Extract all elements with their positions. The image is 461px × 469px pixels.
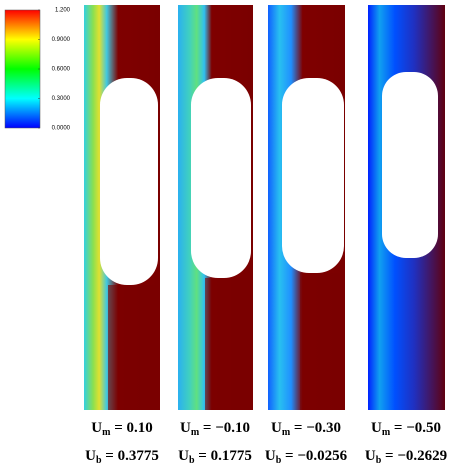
- value: −0.50: [406, 420, 441, 436]
- equals: =: [290, 420, 306, 436]
- tick-label: 0.0000: [52, 126, 71, 132]
- symbol: U: [371, 420, 382, 436]
- symbol: U: [365, 448, 376, 464]
- value: −0.30: [306, 420, 341, 436]
- subscript: b: [189, 455, 195, 466]
- subscript: m: [382, 427, 391, 438]
- equals: =: [195, 448, 211, 464]
- symbol: U: [180, 420, 191, 436]
- subscript: b: [376, 455, 382, 466]
- panel-label: Ub = −0.0256: [265, 448, 348, 466]
- value: −0.2629: [397, 448, 447, 464]
- panel: [84, 5, 160, 410]
- panel: [268, 5, 345, 410]
- panel-label: Um = −0.50: [371, 420, 441, 438]
- symbol: U: [178, 448, 189, 464]
- value: 0.1775: [211, 448, 252, 464]
- equals: =: [199, 420, 215, 436]
- panel: [368, 5, 445, 410]
- equals: =: [102, 448, 118, 464]
- symbol: U: [265, 448, 276, 464]
- panel-label: Um = −0.10: [180, 420, 250, 438]
- panel-label: Ub = 0.3775: [85, 448, 159, 466]
- value: −0.10: [215, 420, 250, 436]
- panel: [178, 5, 253, 410]
- tick-label: 0.6000: [52, 67, 71, 73]
- tick-label: 1.200: [55, 8, 71, 14]
- equals: =: [281, 448, 297, 464]
- subscript: m: [191, 427, 200, 438]
- equals: =: [390, 420, 406, 436]
- tick-label: 0.3000: [52, 96, 71, 102]
- subscript: m: [282, 427, 291, 438]
- symbol: U: [85, 448, 96, 464]
- equals: =: [381, 448, 397, 464]
- subscript: b: [96, 455, 102, 466]
- colorbar: [4, 9, 41, 129]
- value: 0.3775: [118, 448, 159, 464]
- subscript: m: [102, 427, 111, 438]
- symbol: U: [271, 420, 282, 436]
- value: −0.0256: [297, 448, 347, 464]
- panel-label: Um = 0.10: [91, 420, 153, 438]
- value: 0.10: [127, 420, 153, 436]
- panel-label: Ub = 0.1775: [178, 448, 252, 466]
- tick-label: 0.9000: [52, 37, 71, 43]
- panel-label: Um = −0.30: [271, 420, 341, 438]
- equals: =: [110, 420, 126, 436]
- panel-label: Ub = −0.2629: [365, 448, 447, 466]
- subscript: b: [276, 455, 282, 466]
- symbol: U: [91, 420, 102, 436]
